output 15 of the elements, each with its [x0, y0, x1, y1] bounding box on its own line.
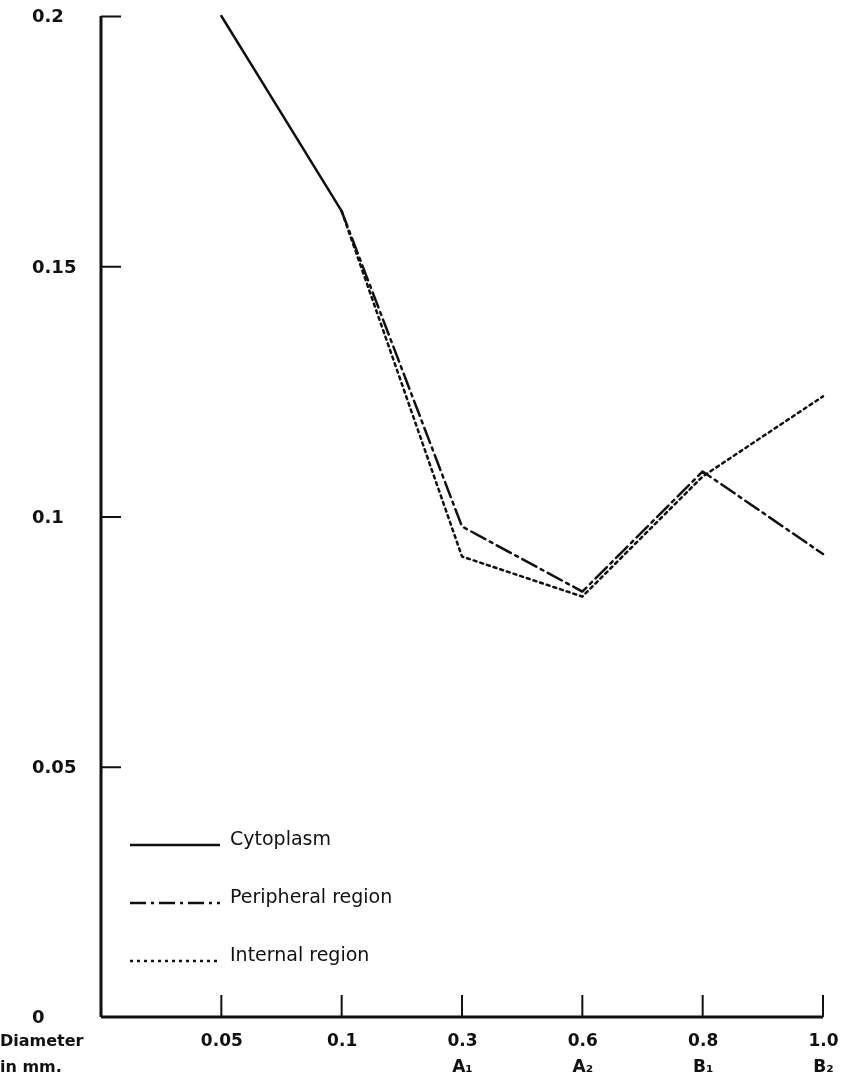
- y-tick-label: 0.1: [32, 505, 64, 527]
- x-axis-title: Diameter in mm.: [0, 1031, 84, 1076]
- y-tick-label: 0.15: [32, 255, 77, 277]
- y-tick-label: 0.2: [32, 5, 64, 27]
- x-tick-label: 0.3 A₁: [447, 1030, 478, 1076]
- legend-label: Cytoplasm: [230, 827, 331, 849]
- x-tick-label: 0.05: [200, 1030, 243, 1050]
- legend-label: Peripheral region: [230, 885, 393, 907]
- legend-label: Internal region: [230, 943, 370, 965]
- x-tick-label: 0.6 A₂: [567, 1030, 598, 1076]
- y-tick-label: 0.05: [32, 756, 77, 778]
- x-tick-label: 0.8 B₁: [688, 1030, 719, 1076]
- x-tick-label: 1.0 B₂: [808, 1030, 839, 1076]
- x-tick-label: 0.1: [327, 1030, 358, 1050]
- y-tick-label: 0: [32, 1006, 45, 1028]
